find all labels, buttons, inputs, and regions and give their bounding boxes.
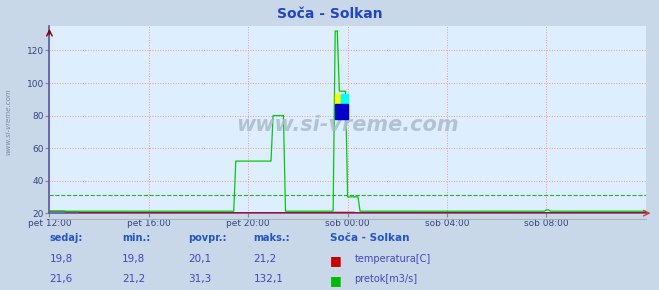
Text: 21,2: 21,2 <box>254 254 277 264</box>
Text: 19,8: 19,8 <box>49 254 72 264</box>
Text: maks.:: maks.: <box>254 233 291 243</box>
Text: ■: ■ <box>330 274 341 287</box>
Text: 21,6: 21,6 <box>49 274 72 284</box>
Text: 132,1: 132,1 <box>254 274 283 284</box>
Text: temperatura[C]: temperatura[C] <box>355 254 431 264</box>
Text: Soča - Solkan: Soča - Solkan <box>277 7 382 21</box>
Bar <box>335 95 341 104</box>
Text: ■: ■ <box>330 254 341 267</box>
Text: Soča - Solkan: Soča - Solkan <box>330 233 409 243</box>
Text: 31,3: 31,3 <box>188 274 211 284</box>
Text: min.:: min.: <box>122 233 150 243</box>
Text: 19,8: 19,8 <box>122 254 145 264</box>
Text: sedaj:: sedaj: <box>49 233 83 243</box>
Bar <box>335 104 348 119</box>
Text: www.si-vreme.com: www.si-vreme.com <box>237 115 459 135</box>
Bar <box>341 95 348 104</box>
Text: www.si-vreme.com: www.si-vreme.com <box>5 88 11 155</box>
Text: povpr.:: povpr.: <box>188 233 226 243</box>
Text: pretok[m3/s]: pretok[m3/s] <box>355 274 418 284</box>
Text: 20,1: 20,1 <box>188 254 211 264</box>
Text: 21,2: 21,2 <box>122 274 145 284</box>
